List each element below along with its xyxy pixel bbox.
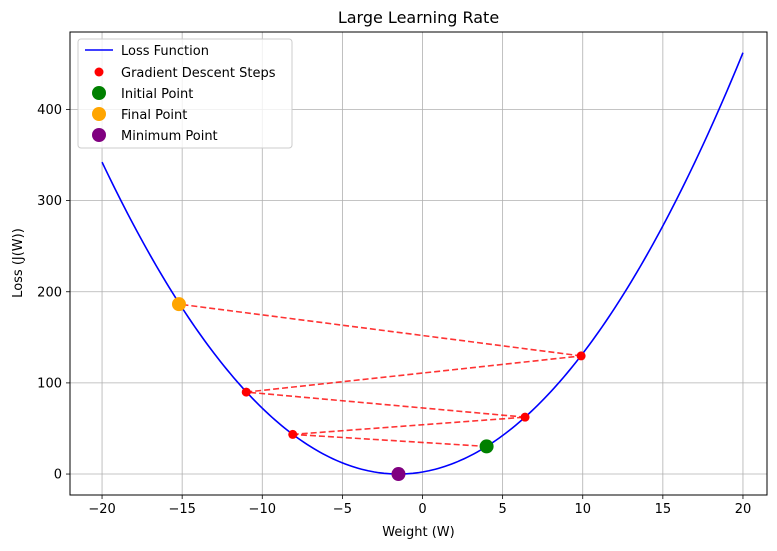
legend-marker-minimum-point [92,128,106,142]
legend-marker-final-point [92,107,106,121]
gradient-step-point [576,351,586,361]
legend-label-initial-point: Initial Point [121,87,193,102]
plot-area [101,52,744,482]
x-tick-label: 0 [418,502,426,517]
legend-box [77,38,293,149]
gradient-step-path [292,416,526,436]
initial-point-marker [479,439,494,454]
y-axis-label: Loss (J(W)) [11,228,26,298]
minimum-point-marker [391,467,406,482]
x-axis-label: Weight (W) [382,525,454,540]
final-point-marker [171,297,186,312]
legend-label-final-point: Final Point [121,108,187,123]
legend-label-gradient-steps: Gradient Descent Steps [121,66,276,81]
x-tick-label: −20 [88,502,115,517]
gradient-step-path [246,355,582,393]
gradient-step-point [520,412,530,422]
x-tick-label: −5 [333,502,352,517]
chart-title: Large Learning Rate [338,8,499,27]
x-tick-label: 15 [655,502,672,517]
y-tick-label: 0 [54,468,62,483]
legend: Loss Function Gradient Descent Steps Ini… [77,38,293,149]
x-tick-label: 10 [574,502,591,517]
y-tick-label: 100 [37,376,62,391]
legend-label-loss-function: Loss Function [121,44,209,59]
legend-label-minimum-point: Minimum Point [121,129,218,144]
gradient-step-path [292,433,487,448]
y-tick-label: 300 [37,194,62,209]
legend-marker-gradient-steps [94,67,104,77]
legend-marker-initial-point [92,86,106,100]
gradient-step-point [288,429,298,439]
x-tick-label: −15 [168,502,195,517]
gradient-step-point [241,387,251,397]
grid-lines [70,32,767,495]
loss-function-line [101,52,744,475]
x-tick-label: 20 [735,502,752,517]
x-tick-label: 5 [498,502,506,517]
x-tick-label: −10 [249,502,276,517]
y-tick-label: 400 [37,103,62,118]
gradient-step-path [246,391,526,418]
y-tick-label: 200 [37,285,62,300]
axes-frame [69,31,768,496]
gradient-step-path [178,303,582,357]
